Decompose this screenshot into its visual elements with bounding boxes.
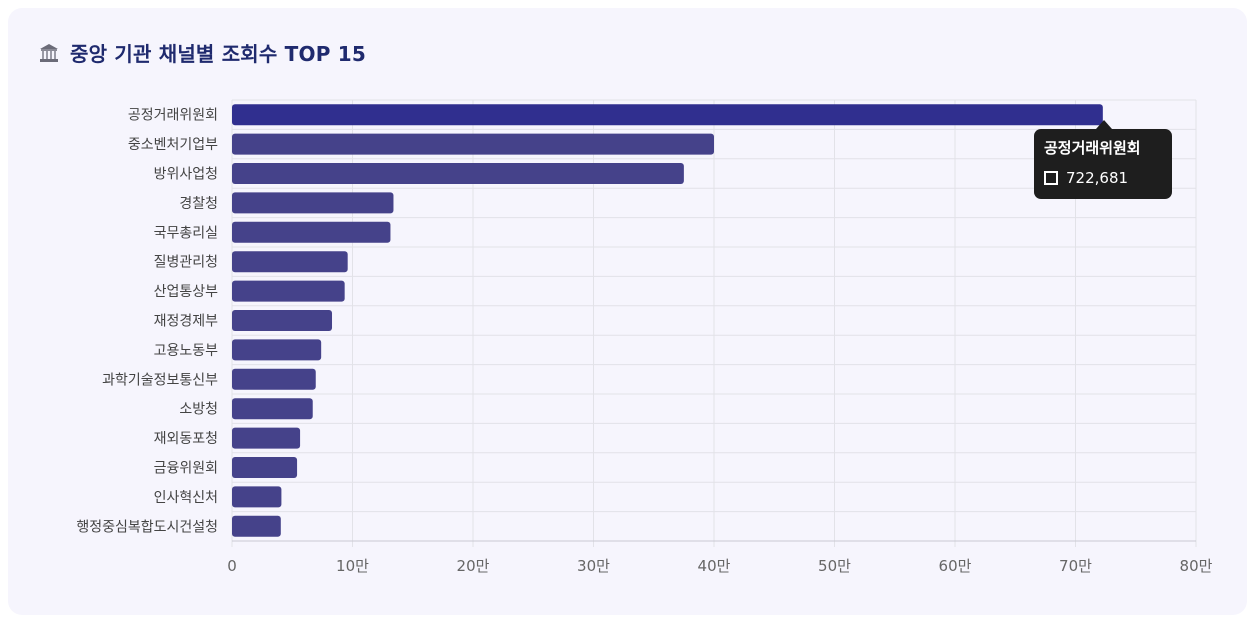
y-tick-label: 국무총리실 [154, 225, 218, 241]
tooltip-title: 공정거래위원회 [1044, 139, 1141, 157]
y-tick-label: 행정중심복합도시건설청 [76, 519, 218, 535]
bar [232, 163, 684, 184]
bar [232, 280, 345, 302]
y-tick-label: 경찰청 [179, 196, 218, 212]
y-tick-label: 공정거래위원회 [128, 108, 218, 124]
y-tick-label: 과학기술정보통신부 [102, 372, 218, 388]
bar [232, 486, 282, 508]
bar [232, 133, 714, 155]
y-tick-label: 소방청 [179, 402, 218, 418]
chart-tooltip: 공정거래위원회 722,681 [1034, 120, 1172, 199]
x-tick-label: 60만 [939, 557, 972, 575]
y-tick-label: 인사혁신처 [154, 490, 218, 506]
bar [232, 339, 322, 361]
x-tick-label: 20만 [457, 557, 490, 575]
x-tick-label: 0 [227, 557, 237, 575]
y-tick-label: 고용노동부 [154, 343, 219, 359]
bar [232, 457, 298, 478]
x-tick-label: 30만 [577, 557, 610, 575]
government-building-icon [40, 43, 58, 62]
bar [232, 368, 316, 390]
y-tick-label: 방위사업청 [154, 167, 218, 183]
bar [232, 104, 1103, 126]
chart-header: 중앙 기관 채널별 조회수 TOP 15 [38, 38, 366, 67]
bar [232, 251, 348, 273]
y-tick-label: 중소벤처기업부 [128, 137, 218, 153]
y-tick-label: 금융위원회 [154, 461, 218, 477]
y-tick-label: 재정경제부 [154, 314, 219, 330]
bar [232, 310, 333, 331]
y-tick-label: 재외동포청 [154, 431, 218, 447]
chart-title: 중앙 기관 채널별 조회수 TOP 15 [70, 42, 366, 66]
x-tick-label: 10만 [336, 557, 369, 575]
bar [232, 192, 394, 214]
tooltip-value-row: 722,681 [1044, 169, 1128, 187]
bar [232, 515, 281, 537]
x-tick-label: 80만 [1180, 557, 1213, 575]
y-tick-label: 질병관리청 [154, 255, 218, 271]
tooltip-color-swatch [1044, 171, 1058, 185]
bar [232, 427, 301, 449]
x-tick-label: 50만 [818, 557, 851, 575]
bar [232, 398, 313, 420]
x-tick-label: 70만 [1059, 557, 1092, 575]
x-tick-label: 40만 [698, 557, 731, 575]
tooltip-arrow [1096, 120, 1112, 129]
bar [232, 221, 391, 243]
tooltip-value: 722,681 [1066, 169, 1129, 187]
y-tick-label: 산업통상부 [154, 284, 219, 300]
